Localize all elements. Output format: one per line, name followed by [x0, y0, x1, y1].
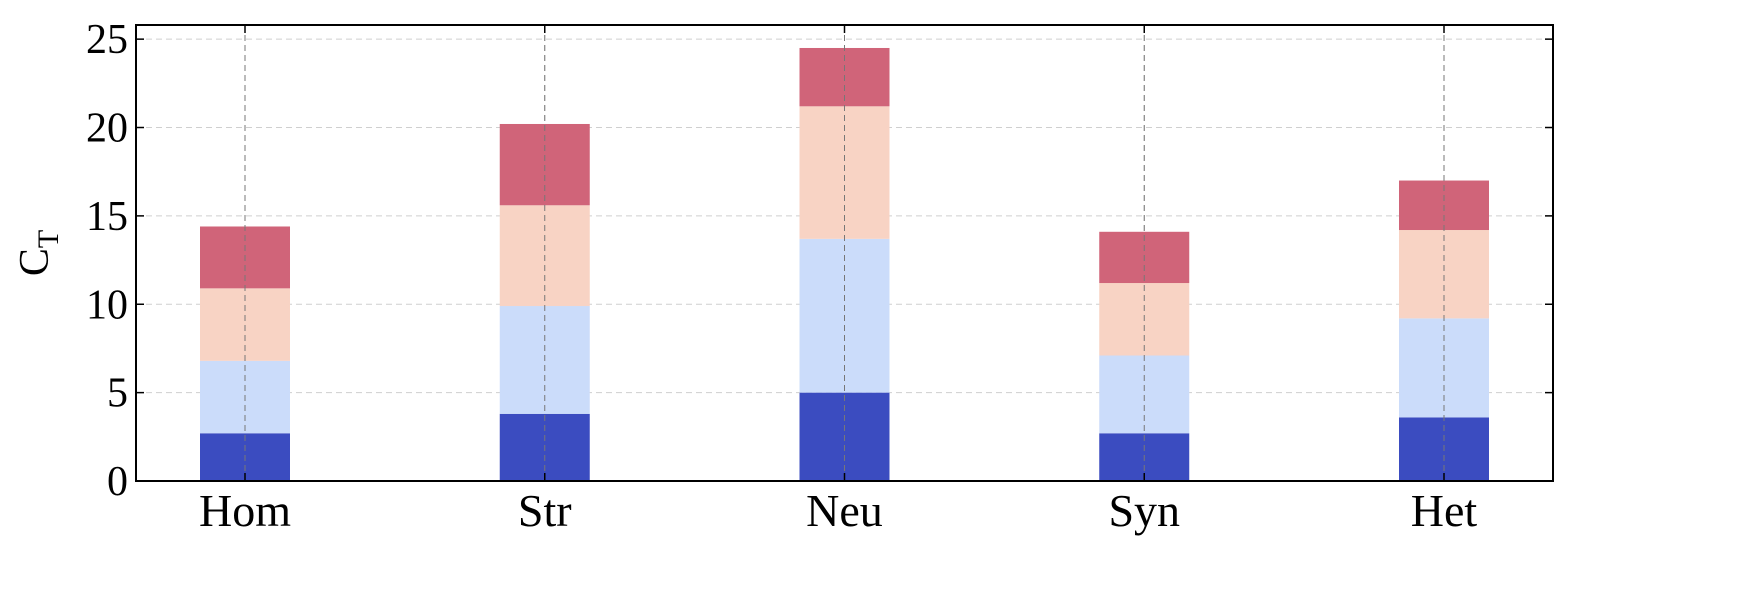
- y-axis-label: CT: [12, 230, 65, 276]
- x-tick-label: Het: [1411, 485, 1478, 536]
- x-tick-label: Syn: [1108, 485, 1180, 536]
- y-tick-label: 0: [107, 459, 128, 505]
- y-axis-label-subscript: T: [32, 230, 65, 248]
- bar-segment: [1399, 230, 1489, 319]
- plot-frame: [135, 24, 1554, 482]
- y-tick-label: 10: [86, 282, 128, 328]
- y-tick-label: 5: [107, 371, 128, 417]
- x-tick-label: Str: [518, 485, 572, 536]
- x-tick-label: Hom: [199, 485, 291, 536]
- y-tick-label: 25: [86, 17, 128, 63]
- x-tick-label: Neu: [806, 485, 883, 536]
- y-tick-label: 15: [86, 194, 128, 240]
- y-tick-label: 20: [86, 106, 128, 152]
- y-axis-label-main: C: [12, 248, 58, 276]
